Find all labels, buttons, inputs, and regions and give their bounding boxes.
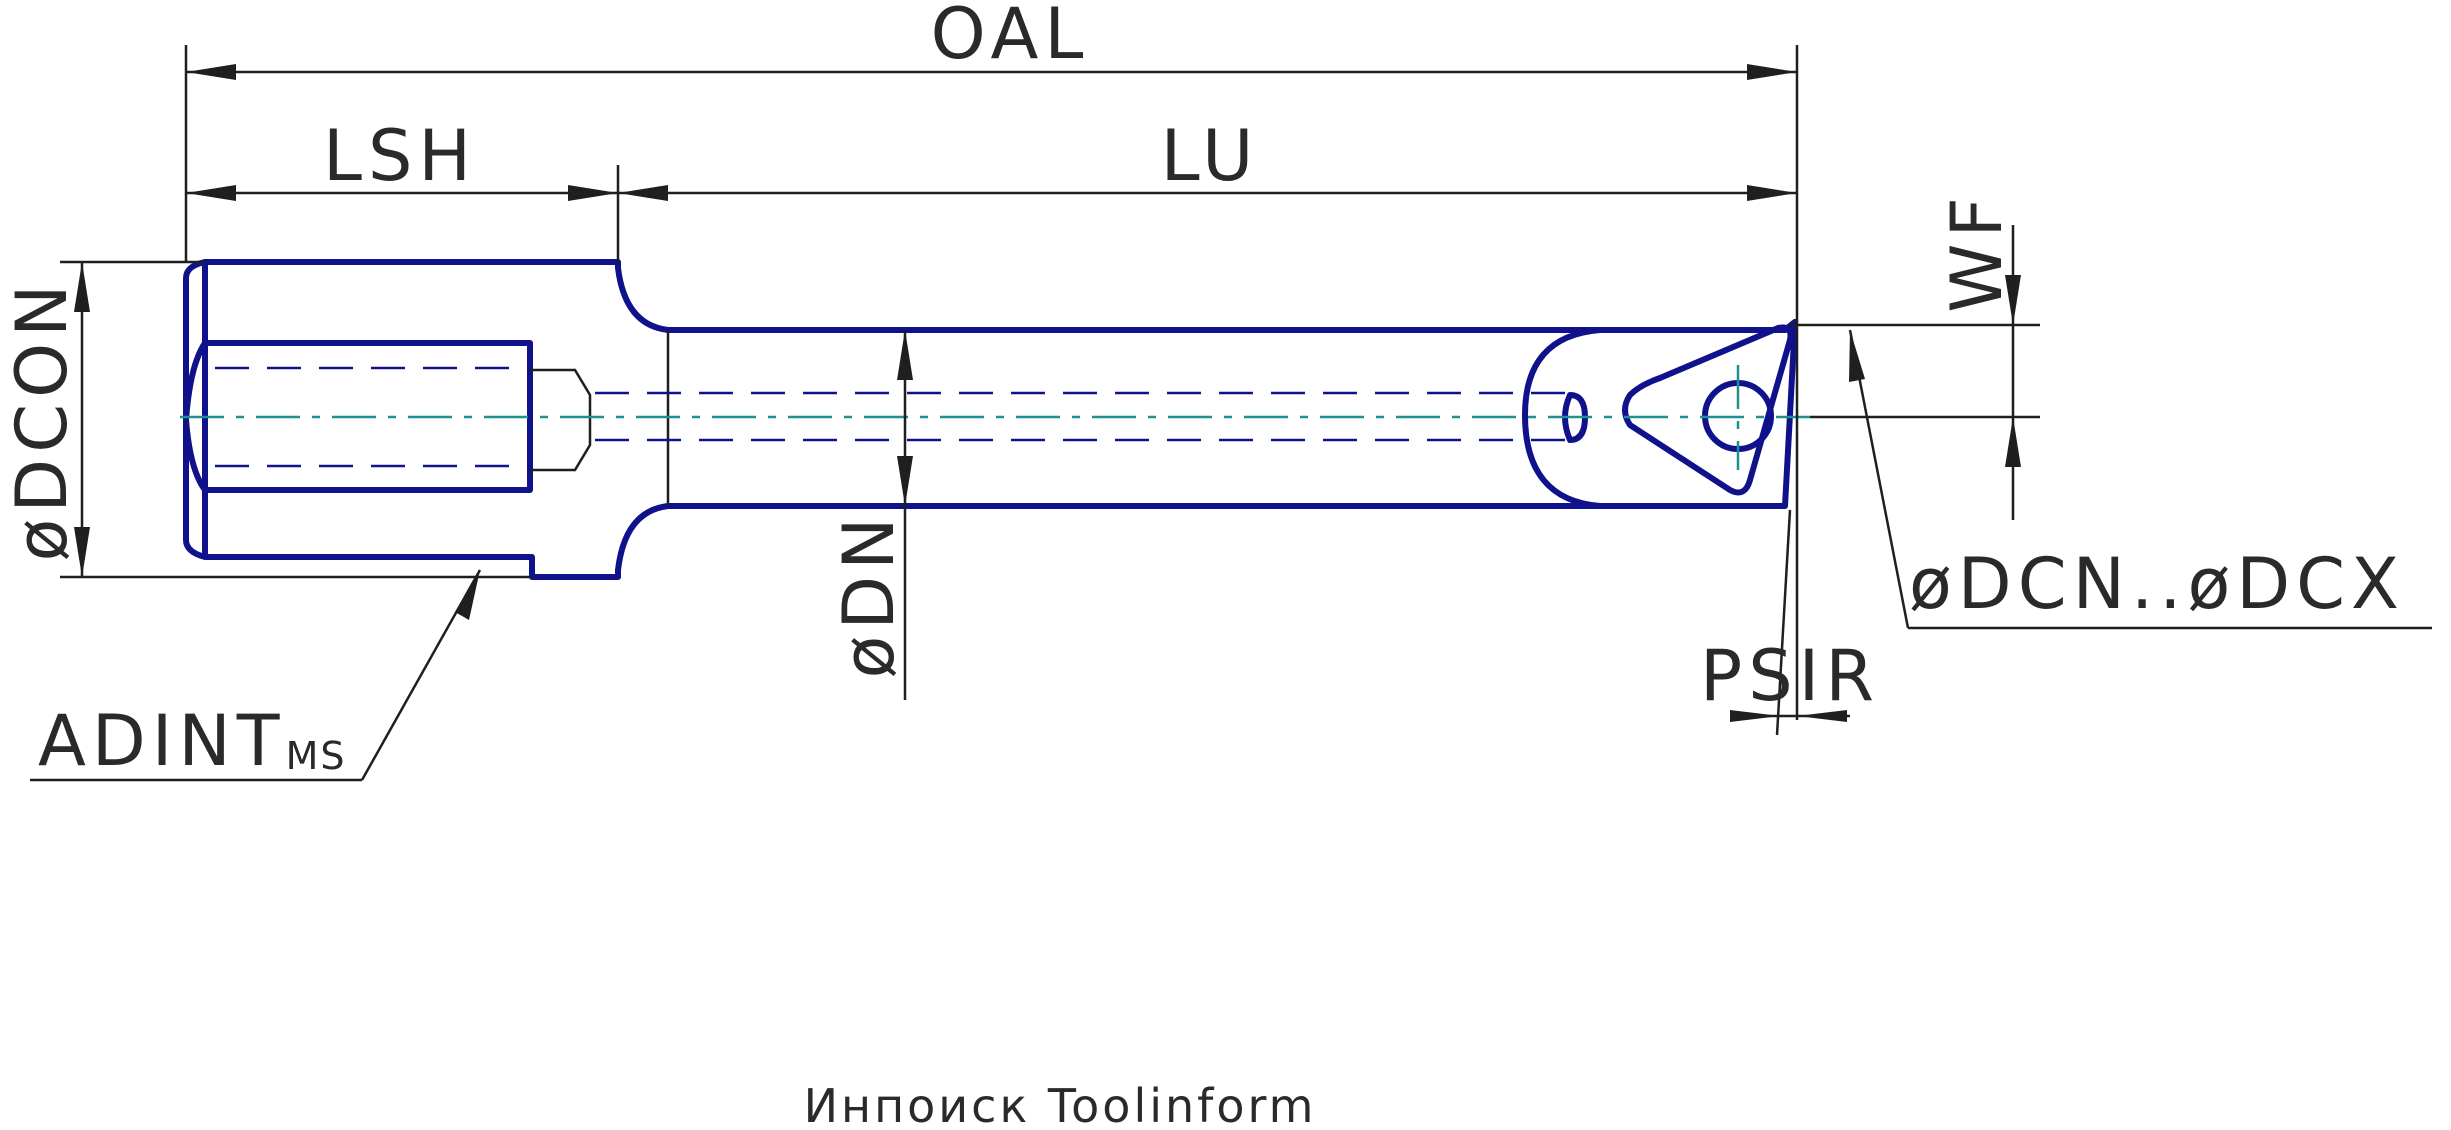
hidden-lines (215, 366, 1565, 468)
label-oal: OAL (931, 0, 1090, 75)
dimension-dcon (60, 260, 532, 579)
label-dcn-dcx: øDCN..øDCX (1909, 543, 2405, 625)
label-wf: WF (1936, 191, 2018, 312)
bore-tip (530, 368, 592, 472)
label-psir: PSIR (1700, 635, 1880, 717)
label-lu: LU (1161, 115, 1260, 197)
dimension-lu (618, 185, 1797, 201)
label-adint-main: ADINT (38, 700, 286, 782)
leader-adint (30, 569, 482, 782)
label-dn: øDN (828, 511, 910, 678)
dimension-oal (184, 45, 1799, 720)
label-dcon: øDCON (1, 278, 83, 561)
dimension-dn (897, 330, 913, 700)
footer-brand: Инпоиск Toolinform (804, 1079, 1317, 1130)
label-adint: ADINTMS (38, 700, 346, 782)
label-lsh: LSH (323, 115, 477, 197)
leader-dcn-dcx (1848, 329, 2432, 630)
label-adint-subscript: MS (286, 734, 347, 778)
dimension-psir (1730, 509, 1850, 736)
boring-bar-body (183, 259, 1798, 580)
dimension-lsh (186, 165, 620, 262)
dimension-wf (1790, 225, 2040, 520)
threaded-bore (183, 340, 533, 493)
shank-outline (183, 259, 1603, 580)
